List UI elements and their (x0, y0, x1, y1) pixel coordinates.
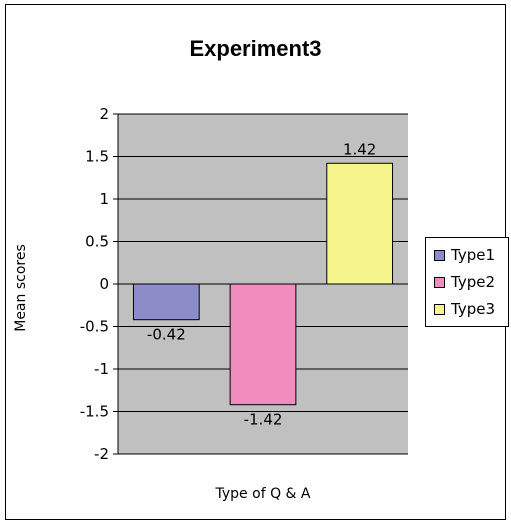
data-label-type1: -0.42 (147, 326, 186, 344)
y-tick-label: -2 (94, 445, 109, 463)
y-tick-label: -1 (94, 360, 109, 378)
legend-item-type1: Type1 (434, 245, 495, 265)
data-label-type3: 1.42 (343, 140, 376, 158)
y-tick-label: -0.5 (80, 318, 109, 336)
y-tick-label: 0 (99, 275, 109, 293)
bar-type3 (326, 162, 394, 285)
y-axis-label: Mean scores (13, 244, 29, 332)
y-tick-label: 0.5 (85, 233, 109, 251)
bar-type1 (132, 283, 200, 321)
legend-label-type3: Type3 (451, 300, 495, 318)
legend-item-type2: Type2 (434, 272, 495, 292)
y-tick-label: 1 (99, 190, 109, 208)
data-label-type2: -1.42 (244, 411, 283, 429)
legend-swatch-type3 (434, 303, 445, 315)
legend: Type1 Type2 Type3 (425, 237, 509, 327)
bar-type2 (229, 283, 297, 406)
legend-item-type3: Type3 (434, 299, 495, 319)
y-tick-label: 1.5 (85, 148, 109, 166)
x-axis-label: Type of Q & A (215, 486, 311, 502)
y-tick-label: -1.5 (80, 403, 109, 421)
legend-swatch-type1 (434, 249, 445, 261)
legend-label-type1: Type1 (451, 246, 495, 264)
y-tick-label: 2 (99, 105, 109, 123)
legend-swatch-type2 (434, 276, 445, 288)
chart-title: Experiment3 (189, 36, 322, 61)
legend-label-type2: Type2 (451, 273, 495, 291)
